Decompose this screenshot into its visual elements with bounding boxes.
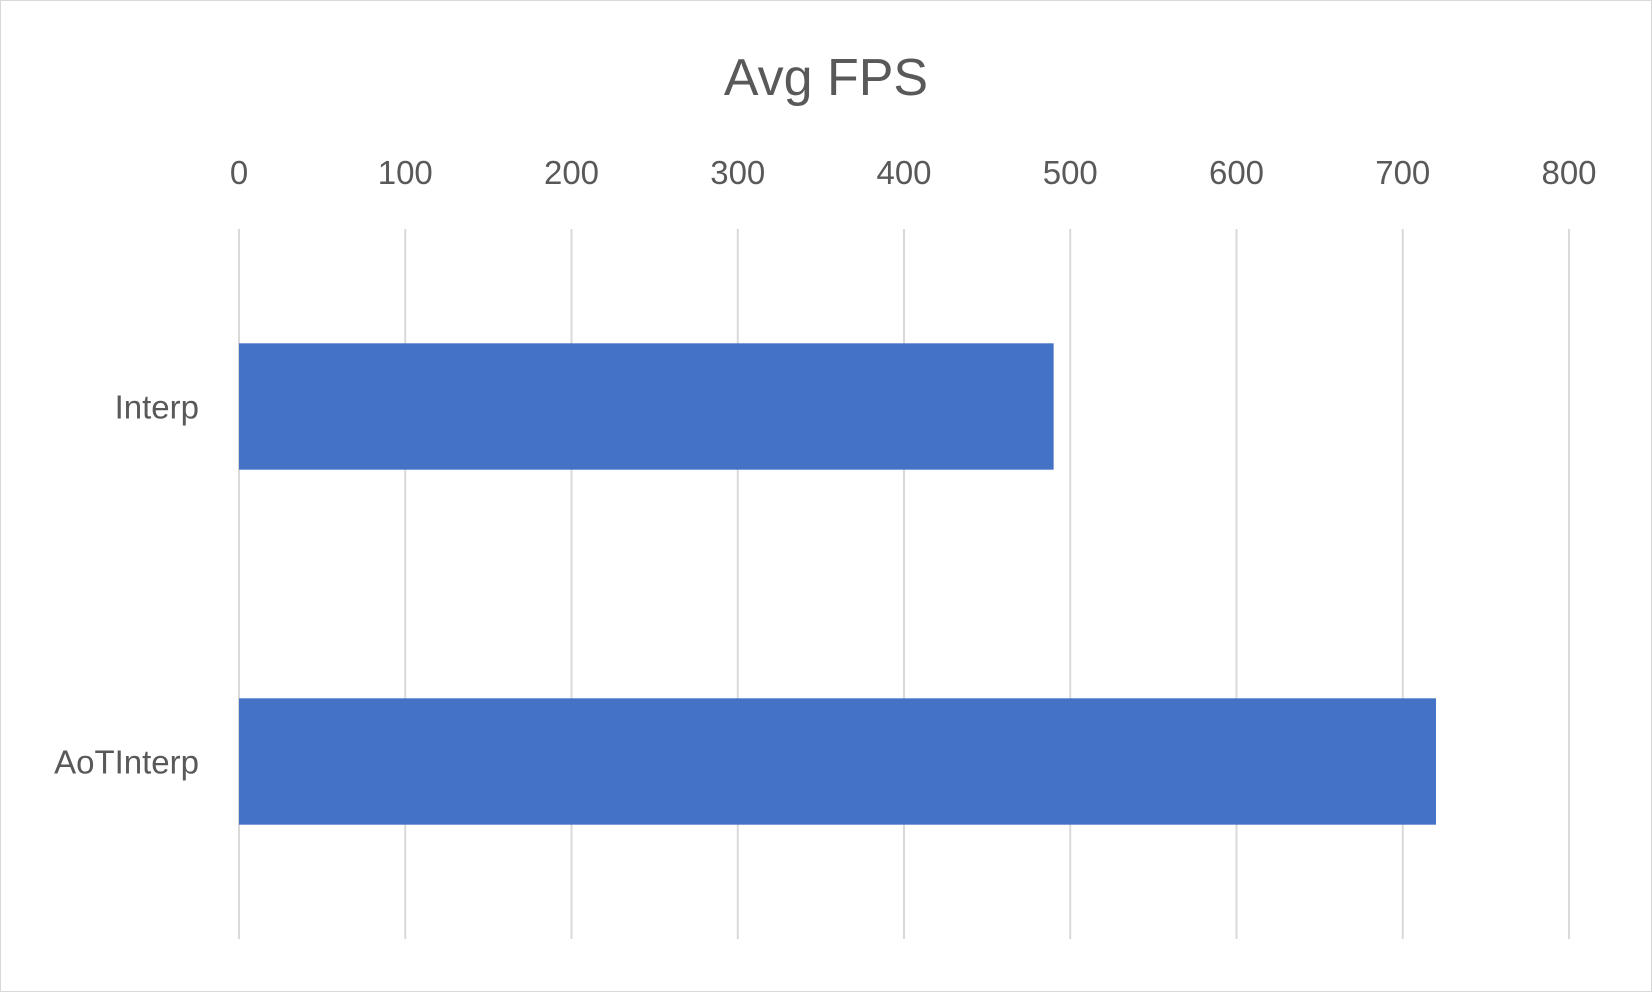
x-tick-label: 100: [378, 154, 433, 191]
x-tick-label: 800: [1541, 154, 1596, 191]
chart-title: Avg FPS: [724, 49, 928, 107]
gridlines: [238, 229, 1570, 939]
category-label-aotinterp: AoTInterp: [54, 744, 199, 781]
bar-interp: [239, 343, 1054, 470]
bar-aotinterp: [239, 698, 1436, 825]
x-tick-label: 0: [230, 154, 248, 191]
x-tick-label: 600: [1209, 154, 1264, 191]
category-label-interp: Interp: [115, 389, 199, 426]
category-labels: Interp AoTInterp: [54, 389, 199, 781]
x-tick-label: 700: [1375, 154, 1430, 191]
x-tick-label: 500: [1043, 154, 1098, 191]
x-tick-labels: 0 100 200 300 400 500 600 700 800: [230, 154, 1597, 191]
x-tick-label: 200: [544, 154, 599, 191]
x-tick-label: 300: [710, 154, 765, 191]
x-tick-label: 400: [876, 154, 931, 191]
bars: [239, 343, 1436, 825]
